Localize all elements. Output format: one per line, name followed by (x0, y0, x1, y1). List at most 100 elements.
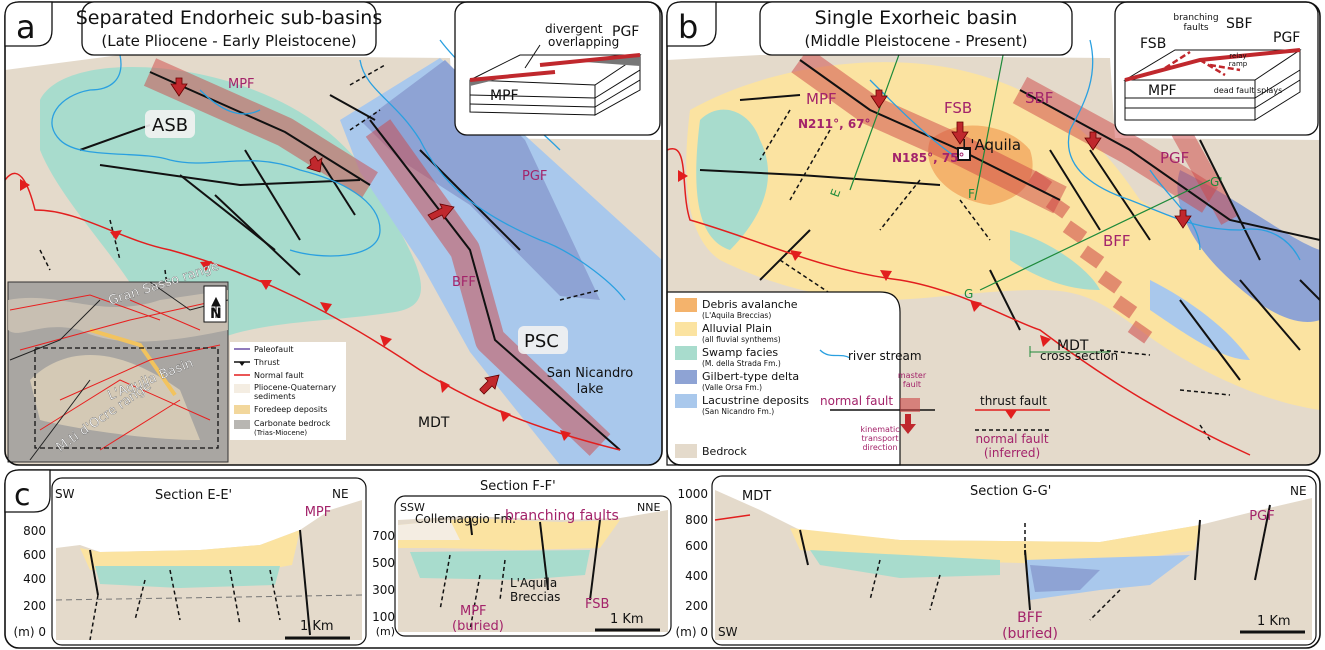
section-label: MPF (460, 604, 487, 619)
thrust-label: MDT (1057, 338, 1089, 354)
city-label: L'Aquila (962, 136, 1021, 154)
panel-title: Single Exorheic basin (815, 7, 1018, 29)
lake-label: lake (577, 382, 604, 397)
shape (234, 420, 250, 429)
legend-a: Paleofault Thrust Normal fault Pliocene-… (230, 342, 346, 440)
legend-label: (Valle Orsa Fm.) (702, 383, 762, 392)
tick-label: 200 (23, 599, 46, 613)
legend-label: (M. della Strada Fm.) (702, 359, 781, 368)
tick-label: 200 (685, 599, 708, 613)
fault-label: MPF (228, 77, 255, 92)
tick-label: 100 (372, 610, 395, 624)
panel-subtitle: (Middle Pleistocene - Present) (805, 32, 1028, 50)
section-label: Breccias (510, 590, 560, 604)
inset-label: MPF (490, 88, 519, 104)
symbol-label: thrust fault (980, 394, 1047, 408)
section-end: SW (55, 487, 75, 501)
fault-label: BFF (1017, 610, 1043, 626)
section-end: NNE (637, 501, 660, 514)
section-label: FSB (585, 597, 609, 612)
legend-label: Swamp facies (702, 346, 778, 359)
fault-label: PGF (522, 169, 547, 184)
basin-label: ASB (152, 115, 188, 136)
inset-a: divergent overlapping PGF MPF (455, 2, 660, 135)
inset-label: PGF (612, 24, 639, 40)
scale-label: 1 Km (300, 619, 334, 634)
fault-label: SBF (1025, 89, 1053, 107)
inset-label: FSB (1140, 36, 1166, 52)
scale-label: 1 Km (1257, 614, 1291, 629)
shape (675, 322, 697, 336)
panel-subtitle: (Late Pliocene - Early Pleistocene) (101, 32, 356, 50)
fault-label: MPF (305, 505, 332, 520)
fault-label: FSB (944, 99, 972, 117)
legend-label: sediments (254, 392, 295, 401)
symbol-label: transport (862, 434, 899, 443)
tick-label: (m) 0 (13, 625, 46, 639)
symbol-label: river stream (848, 349, 922, 363)
section-title: Section G-G' (970, 484, 1051, 499)
tick-label: 400 (685, 569, 708, 583)
symbol-label: normal fault (820, 394, 893, 408)
shape (675, 394, 697, 408)
legend-label: Pliocene-Quaternary (254, 383, 336, 392)
legend-label: Bedrock (702, 445, 747, 458)
section-title: Section F-F' (480, 479, 556, 494)
tick-label: 300 (372, 583, 395, 597)
fault-label: PGF (1160, 149, 1189, 167)
tick-label: (m) (376, 625, 395, 638)
legend-label: (San Nicandro Fm.) (702, 407, 774, 416)
section-label: G' (1210, 175, 1223, 189)
section-label: Collemaggio Fm. (415, 512, 516, 526)
scale-label: 1 Km (610, 612, 644, 627)
inset-note: divergent (545, 22, 603, 36)
legend-label: Lacustrine deposits (702, 394, 809, 407)
basin-label: PSC (524, 331, 559, 352)
symbol-label: (inferred) (984, 446, 1040, 460)
inset-label: ramp (1229, 60, 1248, 68)
shape (675, 346, 697, 360)
inset-label: MPF (1148, 83, 1177, 99)
symbol-label: fault (903, 380, 921, 389)
attitude-label: N211°, 67° (798, 117, 871, 131)
tick-label: 600 (685, 539, 708, 553)
legend-label: Paleofault (254, 345, 294, 354)
panel-c: c Section E-E' SW NE MPF 800 600 400 200… (5, 470, 1320, 648)
symbol-label: direction (862, 443, 897, 452)
fault-label: BFF (452, 275, 476, 290)
shape (410, 550, 590, 580)
shape (675, 298, 697, 312)
figure: N Gran Sasso range L'Aquila Basin M.ti d… (0, 0, 1325, 650)
section-label: L'Aquila (510, 576, 557, 590)
inset-b: FSB branching faults SBF PGF MPF relay r… (1115, 2, 1318, 135)
shape (675, 444, 697, 458)
panel-label: b (678, 8, 698, 46)
fault-label: (buried) (1002, 626, 1058, 642)
fault-label: PGF (1249, 509, 1274, 524)
shape (900, 398, 920, 412)
section-label: F (968, 187, 975, 201)
section-end: NE (332, 487, 349, 501)
thrust-label: MDT (418, 415, 450, 431)
section-end: NE (1290, 484, 1307, 498)
shape (95, 566, 280, 588)
inset-label: SBF (1226, 16, 1253, 32)
section-title: Section E-E' (155, 488, 232, 503)
inset-label: branching (1173, 13, 1218, 23)
section-label: G (964, 287, 973, 301)
tick-label: (m) 0 (675, 625, 708, 639)
tick-label: 800 (685, 513, 708, 527)
legend-label: Thrust (253, 358, 280, 367)
section-label: branching faults (505, 508, 619, 524)
tick-label: 700 (372, 529, 395, 543)
tick-label: 600 (23, 548, 46, 562)
lake-label: San Nicandro (547, 366, 634, 381)
legend-label: Gilbert-type delta (702, 370, 799, 383)
location-map: N Gran Sasso range L'Aquila Basin M.ti d… (8, 259, 228, 462)
inset-label: relay (1229, 52, 1246, 60)
symbol-label: master (898, 371, 927, 380)
section-label: MDT (742, 489, 771, 504)
section-end: SW (718, 625, 738, 639)
legend-label: Normal fault (254, 371, 304, 380)
legend-label: Debris avalanche (702, 298, 798, 311)
